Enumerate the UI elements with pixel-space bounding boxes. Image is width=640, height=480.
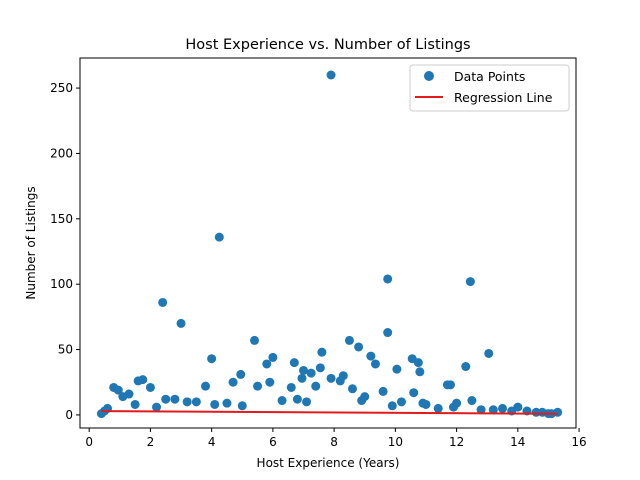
data-point bbox=[531, 407, 541, 417]
data-point bbox=[306, 368, 316, 378]
data-point bbox=[476, 405, 486, 415]
data-point bbox=[344, 335, 354, 345]
x-axis-label: Host Experience (Years) bbox=[257, 456, 400, 470]
plot-area bbox=[80, 58, 576, 428]
data-point bbox=[182, 397, 192, 407]
data-point bbox=[378, 386, 388, 396]
data-point bbox=[265, 377, 275, 387]
data-point bbox=[392, 364, 402, 374]
data-point bbox=[461, 362, 471, 372]
x-tick-label: 4 bbox=[208, 435, 216, 449]
data-point bbox=[326, 373, 336, 383]
data-point bbox=[222, 398, 232, 408]
data-point bbox=[250, 335, 260, 345]
y-tick-label: 200 bbox=[50, 146, 73, 160]
data-point bbox=[268, 352, 278, 362]
data-point bbox=[176, 318, 186, 328]
data-point bbox=[113, 385, 123, 395]
data-point bbox=[191, 397, 201, 407]
data-point bbox=[152, 402, 162, 412]
legend-box bbox=[409, 64, 570, 112]
data-point bbox=[415, 367, 425, 377]
data-point bbox=[465, 277, 475, 287]
data-point bbox=[335, 376, 345, 386]
data-point bbox=[396, 397, 406, 407]
data-point bbox=[383, 328, 393, 338]
data-point bbox=[207, 354, 217, 364]
data-point bbox=[317, 347, 327, 357]
x-tick-label: 16 bbox=[571, 435, 586, 449]
x-tick-label: 2 bbox=[147, 435, 155, 449]
legend-label-line: Regression Line bbox=[454, 90, 553, 105]
data-point bbox=[413, 358, 423, 368]
data-point bbox=[130, 399, 140, 409]
x-tick-label: 0 bbox=[85, 435, 93, 449]
data-point bbox=[366, 351, 376, 361]
data-point bbox=[262, 359, 272, 369]
x-tick-label: 14 bbox=[510, 435, 525, 449]
x-tick-label: 6 bbox=[269, 435, 277, 449]
legend-marker-points bbox=[424, 71, 434, 81]
y-tick-label: 150 bbox=[50, 212, 73, 226]
data-point bbox=[210, 399, 220, 409]
chart-title: Host Experience vs. Number of Listings bbox=[185, 37, 470, 53]
data-point bbox=[228, 377, 238, 387]
data-point bbox=[201, 381, 211, 391]
data-point bbox=[292, 394, 302, 404]
data-point bbox=[289, 358, 299, 368]
data-point bbox=[315, 363, 325, 373]
data-point bbox=[161, 394, 171, 404]
legend: Data Points Regression Line bbox=[409, 64, 570, 112]
y-tick-label: 50 bbox=[58, 343, 73, 357]
x-tick-label: 10 bbox=[388, 435, 403, 449]
plot-frame bbox=[79, 57, 577, 429]
x-axis-ticks: 0 2 4 6 8 10 12 14 16 bbox=[85, 428, 587, 449]
data-point bbox=[253, 381, 263, 391]
data-point bbox=[311, 381, 321, 391]
data-point bbox=[484, 348, 494, 358]
data-point bbox=[488, 405, 498, 415]
y-axis-label: Number of Listings bbox=[24, 186, 38, 299]
data-point bbox=[170, 394, 180, 404]
legend-label-points: Data Points bbox=[454, 69, 525, 84]
data-point bbox=[442, 380, 452, 390]
x-tick-label: 12 bbox=[449, 435, 464, 449]
data-point bbox=[297, 373, 307, 383]
y-tick-label: 100 bbox=[50, 277, 73, 291]
data-point bbox=[347, 384, 357, 394]
data-point bbox=[145, 382, 155, 392]
data-point bbox=[467, 396, 477, 406]
data-point bbox=[326, 70, 336, 80]
data-point bbox=[553, 407, 563, 417]
data-point bbox=[357, 396, 367, 406]
data-point bbox=[158, 297, 168, 307]
data-point bbox=[418, 398, 428, 408]
data-point bbox=[286, 382, 296, 392]
data-point bbox=[277, 396, 287, 406]
y-tick-label: 0 bbox=[65, 408, 73, 422]
y-axis-ticks: 0 50 100 150 200 250 bbox=[50, 81, 80, 422]
y-tick-label: 250 bbox=[50, 81, 73, 95]
data-point bbox=[138, 375, 148, 385]
data-point bbox=[237, 401, 247, 411]
points-layer bbox=[96, 70, 563, 419]
x-tick-label: 8 bbox=[330, 435, 338, 449]
data-point bbox=[236, 369, 246, 379]
data-point bbox=[354, 342, 364, 352]
data-point bbox=[387, 401, 397, 411]
regression-line bbox=[101, 410, 558, 415]
regression-layer bbox=[101, 410, 558, 415]
data-point bbox=[299, 365, 309, 375]
data-point bbox=[383, 274, 393, 284]
data-point bbox=[302, 397, 312, 407]
data-point bbox=[498, 403, 508, 413]
data-point bbox=[214, 232, 224, 242]
data-point bbox=[409, 388, 419, 398]
data-point bbox=[118, 392, 128, 402]
data-point bbox=[449, 402, 459, 412]
data-point bbox=[433, 403, 443, 413]
data-point bbox=[370, 359, 380, 369]
